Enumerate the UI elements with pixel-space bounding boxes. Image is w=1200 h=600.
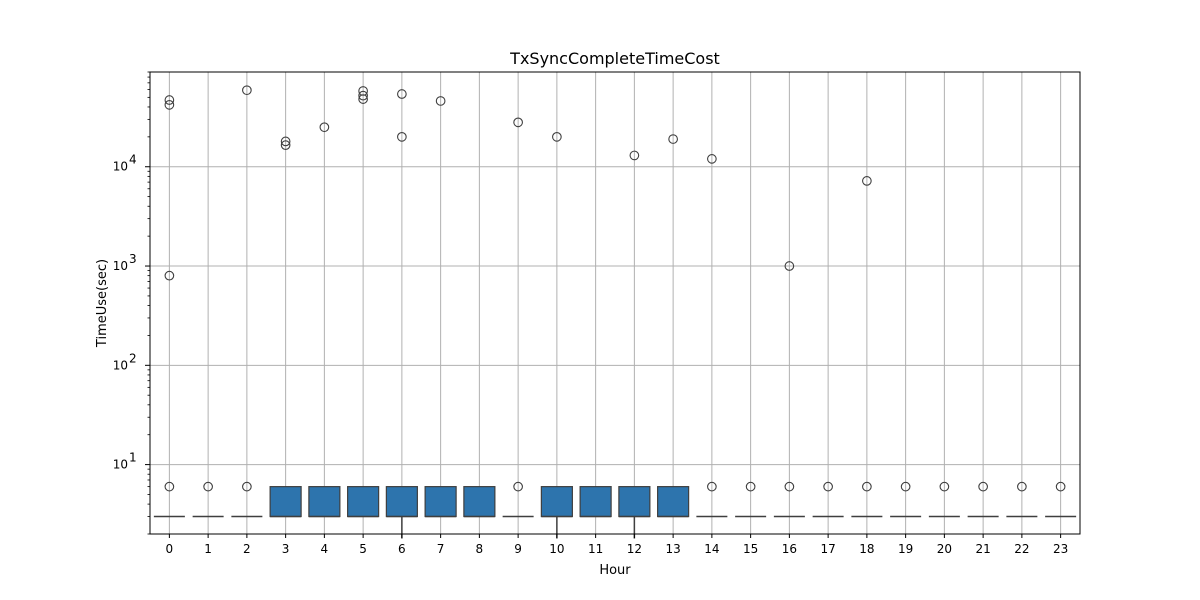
x-tick-label: 8 (476, 542, 484, 556)
y-tick-label: 10 (113, 259, 128, 273)
outlier-point (1017, 481, 1027, 492)
x-tick-label: 23 (1053, 542, 1068, 556)
outlier-point (862, 176, 872, 186)
box-hour-12 (618, 486, 651, 518)
x-tick-label: 1 (204, 542, 212, 556)
outlier-point (862, 481, 872, 492)
grid-lines (150, 72, 1080, 534)
x-tick-label: 17 (820, 542, 835, 556)
outlier-point (242, 481, 252, 492)
box-hour-4 (308, 486, 341, 518)
chart-title: TxSyncCompleteTimeCost (509, 49, 720, 68)
y-tick-label: 10 (113, 358, 128, 372)
y-tick-label: 10 (113, 160, 128, 174)
outlier-point (164, 100, 175, 110)
outlier-point (823, 481, 833, 492)
outlier-point (513, 481, 523, 492)
x-tick-label: 0 (166, 542, 174, 556)
outlier-points (164, 85, 1066, 492)
x-axis-ticks: 0 1 2 3 4 5 6 7 8 9 10 11 12 13 14 15 16 17 18 19 20 21 22 23 (166, 534, 1068, 556)
box-hour-7 (424, 486, 457, 518)
outlier-point (358, 90, 368, 101)
x-axis-label: Hour (599, 563, 631, 578)
outlier-point (280, 136, 291, 147)
outlier-point (203, 481, 213, 492)
outlier-point (1055, 481, 1066, 492)
plot-area-frame (149, 71, 1081, 535)
outlier-point (707, 154, 717, 164)
y-tick-exponent: 4 (129, 153, 137, 167)
outlier-point (358, 86, 368, 96)
outlier-point (784, 261, 795, 271)
x-tick-label: 5 (359, 542, 367, 556)
x-tick-label: 21 (975, 542, 990, 556)
outlier-point (435, 96, 446, 106)
x-tick-label: 20 (937, 542, 952, 556)
x-tick-label: 11 (588, 542, 603, 556)
outlier-point (319, 122, 330, 133)
outlier-point (900, 481, 911, 492)
boxes (153, 486, 1077, 539)
y-axis-label: TimeUse(sec) (95, 259, 110, 348)
y-tick-label: 10 (113, 458, 128, 472)
box-hour-5 (347, 486, 380, 518)
x-tick-label: 2 (243, 542, 251, 556)
x-tick-label: 6 (398, 542, 406, 556)
outlier-point (513, 117, 523, 128)
outlier-point (707, 481, 717, 492)
outlier-point (745, 481, 756, 492)
x-tick-label: 19 (898, 542, 913, 556)
outlier-point (939, 481, 950, 492)
outlier-point (668, 134, 678, 144)
x-tick-label: 18 (859, 542, 874, 556)
outlier-point (552, 132, 562, 142)
outlier-point (164, 95, 175, 105)
y-tick-exponent: 1 (129, 451, 137, 465)
box-hour-8 (463, 486, 496, 518)
outlier-point (242, 85, 252, 96)
x-tick-label: 14 (704, 542, 719, 556)
outlier-point (280, 140, 291, 150)
x-tick-label: 7 (437, 542, 445, 556)
box-hour-3 (269, 486, 302, 518)
outlier-point (784, 481, 795, 492)
x-tick-label: 3 (282, 542, 290, 556)
outlier-point (629, 150, 640, 161)
box-hour-11 (579, 486, 612, 518)
box-hour-13 (657, 486, 690, 518)
y-tick-exponent: 2 (129, 351, 137, 365)
x-tick-label: 13 (665, 542, 680, 556)
y-tick-exponent: 3 (129, 252, 137, 266)
box-hour-10 (540, 486, 573, 518)
box-hour-6 (385, 486, 418, 518)
x-tick-label: 9 (514, 542, 522, 556)
x-tick-label: 15 (743, 542, 758, 556)
x-tick-label: 4 (321, 542, 329, 556)
outlier-point (164, 481, 175, 492)
outlier-point (397, 132, 407, 142)
x-tick-label: 12 (627, 542, 642, 556)
x-tick-label: 10 (549, 542, 564, 556)
outlier-point (978, 481, 988, 492)
outlier-point (164, 270, 175, 281)
x-tick-label: 22 (1014, 542, 1029, 556)
x-tick-label: 16 (782, 542, 797, 556)
outlier-point (397, 89, 407, 99)
